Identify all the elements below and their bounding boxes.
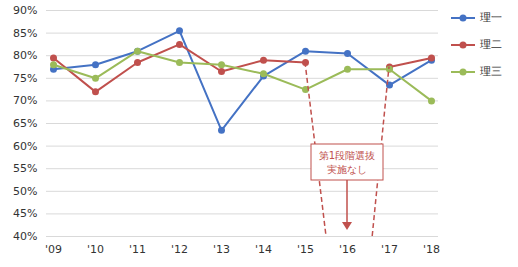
svg-text:'11: '11: [129, 243, 146, 256]
svg-text:70%: 70%: [13, 94, 37, 107]
svg-text:90%: 90%: [13, 4, 37, 17]
svg-text:50%: 50%: [13, 185, 37, 198]
svg-text:'17: '17: [381, 243, 398, 256]
html-text:理二: 理二: [480, 38, 502, 51]
svg-text:85%: 85%: [13, 27, 37, 40]
svg-text:第1段階選抜実施なし: 第1段階選抜実施なし: [319, 150, 375, 175]
svg-text:60%: 60%: [13, 140, 37, 153]
html-text:理三: 理三: [480, 65, 502, 78]
svg-text:40%: 40%: [13, 230, 37, 243]
svg-text:65%: 65%: [13, 117, 37, 130]
svg-text:55%: 55%: [13, 162, 37, 175]
svg-text:75%: 75%: [13, 72, 37, 85]
svg-text:'13: '13: [213, 243, 230, 256]
svg-text:'12: '12: [171, 243, 188, 256]
svg-text:'10: '10: [87, 243, 104, 256]
svg-text:45%: 45%: [13, 207, 37, 220]
svg-text:'14: '14: [255, 243, 272, 256]
svg-text:'09: '09: [45, 243, 62, 256]
html-text:理一: 理一: [480, 11, 502, 24]
svg-text:'18: '18: [423, 243, 440, 256]
svg-text:'15: '15: [297, 243, 314, 256]
svg-text:'16: '16: [339, 243, 356, 256]
svg-text:80%: 80%: [13, 49, 37, 62]
